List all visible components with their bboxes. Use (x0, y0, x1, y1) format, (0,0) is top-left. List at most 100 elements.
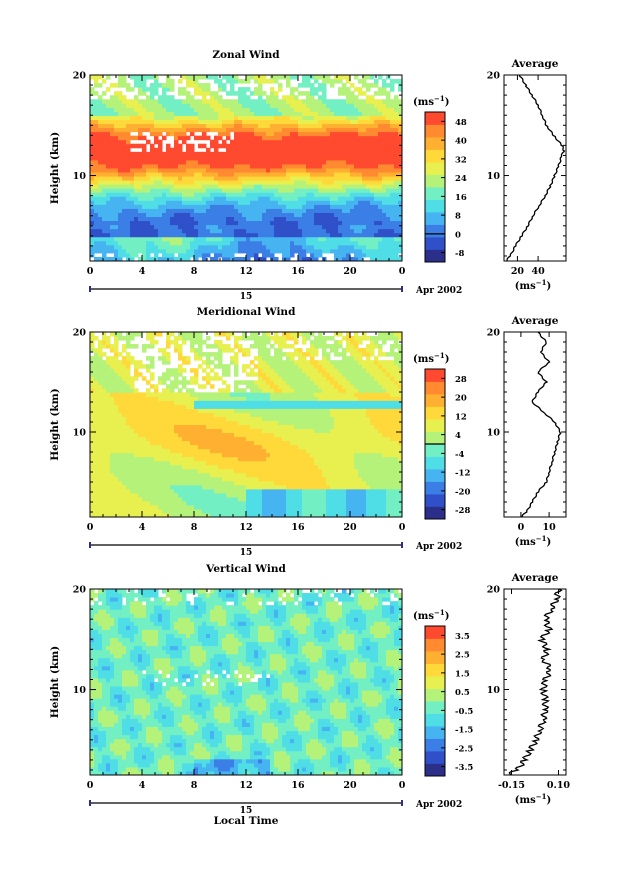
heatmap-cell (218, 376, 223, 381)
heatmap-cell (218, 87, 223, 92)
heatmap-cell (166, 484, 171, 490)
heatmap-cell (298, 204, 303, 209)
heatmap-cell (130, 484, 135, 490)
heatmap-cell (202, 480, 207, 486)
heatmap-cell (290, 224, 295, 230)
heatmap-cell (106, 248, 111, 254)
heatmap-cell (226, 472, 231, 478)
heatmap-cell (346, 184, 351, 189)
heatmap-cell (318, 248, 323, 254)
heatmap-cell (230, 103, 235, 108)
heatmap-cell (154, 256, 159, 262)
heatmap-cell (258, 79, 263, 84)
heatmap-cell (334, 220, 339, 226)
heatmap-cell (102, 444, 107, 450)
heatmap-cell (278, 176, 283, 181)
heatmap-cell (122, 107, 127, 112)
heatmap-cell (174, 192, 179, 197)
heatmap-cell (154, 180, 159, 185)
heatmap-cell (90, 204, 95, 209)
heatmap-cell (154, 212, 159, 218)
heatmap-cell (338, 147, 343, 153)
heatmap-cell (330, 244, 335, 250)
heatmap-cell (386, 212, 391, 218)
heatmap-cell (318, 200, 323, 205)
heatmap-cell (166, 159, 171, 165)
heatmap-cell (370, 159, 375, 165)
heatmap-cell (226, 119, 231, 125)
heatmap-cell (98, 83, 103, 88)
heatmap-cell (390, 83, 395, 88)
heatmap-cell (370, 75, 375, 80)
heatmap-cell (214, 476, 219, 482)
heatmap-cell (178, 131, 183, 137)
heatmap-cell (386, 147, 391, 153)
heatmap-cell (102, 380, 107, 385)
heatmap-cell (326, 163, 331, 169)
heatmap-cell (182, 208, 187, 213)
heatmap-cell (102, 176, 107, 181)
heatmap-cell (350, 123, 355, 129)
heatmap-cell (306, 188, 311, 193)
heatmap-cell (318, 127, 323, 133)
heatmap-cell (174, 376, 179, 381)
heatmap-cell (142, 163, 147, 169)
heatmap-cell (226, 155, 231, 161)
heatmap-cell (154, 103, 159, 108)
heatmap-cell (282, 95, 287, 100)
heatmap-cell (266, 176, 271, 181)
heatmap-cell (286, 119, 291, 125)
heatmap-cell (126, 464, 131, 470)
heatmap-cell (106, 388, 111, 393)
heatmap-cell (194, 432, 199, 438)
heatmap-cell (90, 396, 95, 401)
heatmap-cell (258, 192, 263, 197)
heatmap-cell (214, 176, 219, 181)
heatmap-cells (90, 75, 403, 262)
heatmap-cell (186, 436, 191, 442)
heatmap-cell (322, 123, 327, 129)
heatmap-cell (98, 388, 103, 393)
heatmap-cell (122, 428, 127, 434)
heatmap-cell (146, 380, 151, 385)
heatmap-cell (134, 492, 139, 498)
heatmap-cell (398, 135, 403, 141)
heatmap-cell (230, 332, 235, 337)
heatmap-cell (318, 196, 323, 201)
heatmap-cell (394, 220, 399, 226)
heatmap-cell (90, 348, 95, 353)
heatmap-cell (258, 176, 263, 181)
heatmap-cell (206, 428, 211, 434)
heatmap-cell (198, 184, 203, 189)
heatmap-cell (258, 143, 263, 149)
heatmap-cell (346, 75, 351, 80)
heatmap-cell (214, 111, 219, 116)
heatmap-cell (130, 216, 135, 222)
heatmap-cell (350, 188, 355, 193)
heatmap-cell (306, 147, 311, 153)
heatmap-cell (342, 75, 347, 80)
colorbar-tick-label: -8 (455, 249, 465, 259)
heatmap-cell (222, 232, 227, 238)
heatmap-cell (210, 468, 215, 474)
heatmap-cell (106, 496, 111, 502)
heatmap-cell (302, 83, 307, 88)
heatmap-cell (202, 163, 207, 169)
heatmap-cell (202, 384, 207, 389)
heatmap-cell (130, 248, 135, 254)
heatmap-cell (126, 107, 131, 112)
heatmap-cell (138, 115, 143, 120)
heatmap-cell (238, 87, 243, 92)
heatmap-cell (106, 380, 111, 385)
heatmap-cell (394, 184, 399, 189)
heatmap-cell (234, 356, 239, 361)
heatmap-cell (378, 192, 383, 197)
heatmap-cell (234, 176, 239, 181)
heatmap-cell (374, 143, 379, 149)
heatmap-cell (330, 115, 335, 120)
heatmap-cell (314, 99, 319, 104)
heatmap-cell (230, 115, 235, 120)
heatmap-cell (122, 388, 127, 393)
heatmap-cell (230, 404, 235, 409)
